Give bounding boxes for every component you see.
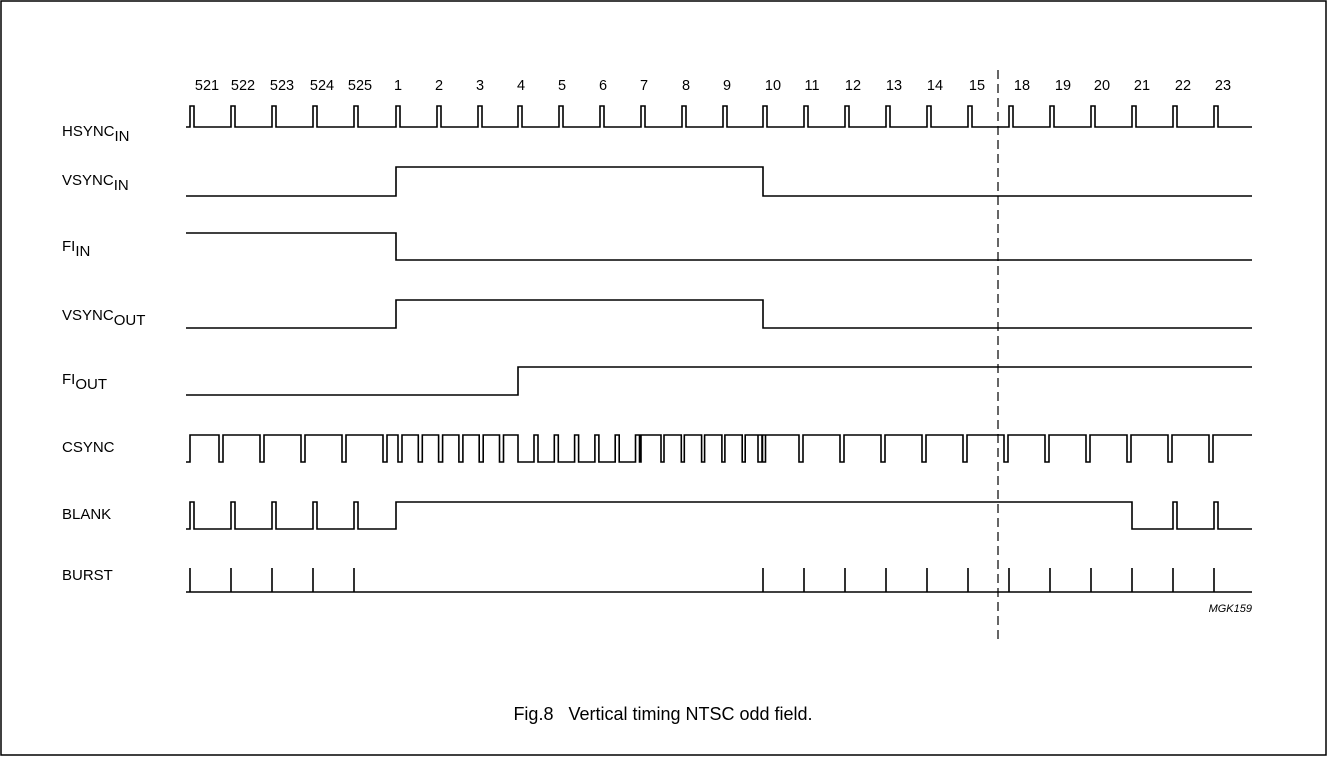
label-burst: BURST [62, 567, 113, 584]
line-number: 523 [270, 78, 294, 94]
line-number: 11 [804, 78, 819, 94]
line-number: 12 [845, 78, 861, 94]
line-number: 22 [1175, 78, 1191, 94]
label-hsync-in: HSYNCIN [62, 123, 130, 145]
line-number: 14 [927, 78, 943, 94]
csync-waveform [186, 434, 1252, 463]
line-number: 5 [558, 78, 566, 94]
line-number: 522 [231, 78, 255, 94]
line-number: 4 [517, 78, 525, 94]
line-number: 13 [886, 78, 902, 94]
line-number: 15 [969, 78, 985, 94]
line-number: 10 [765, 78, 781, 94]
line-number: 524 [310, 78, 334, 94]
label-csync: CSYNC [62, 439, 115, 456]
line-number-row: 521 522 523 524 525 1 2 3 4 5 6 7 8 9 10… [195, 78, 1231, 94]
line-number: 9 [723, 78, 731, 94]
line-number: 7 [640, 78, 648, 94]
fi-out-waveform [186, 366, 1252, 396]
hsync-in-waveform [186, 105, 1252, 128]
label-vsync-out: VSYNCOUT [62, 307, 145, 329]
vsync-out-waveform [186, 299, 1252, 329]
line-number: 1 [394, 78, 402, 94]
line-number: 6 [599, 78, 607, 94]
blank-waveform [186, 501, 1252, 530]
line-number: 525 [348, 78, 372, 94]
signal-labels: HSYNCIN VSYNCIN FIIN VSYNCOUT FIOUT CSYN… [62, 123, 145, 584]
line-number: 3 [476, 78, 484, 94]
line-number: 21 [1134, 78, 1150, 94]
line-number: 20 [1094, 78, 1110, 94]
fi-in-waveform [186, 232, 1252, 261]
line-number: 23 [1215, 78, 1231, 94]
label-fi-out: FIOUT [62, 371, 107, 393]
burst-waveform [186, 568, 1252, 593]
line-number: 8 [682, 78, 690, 94]
label-fi-in: FIIN [62, 238, 90, 260]
label-vsync-in: VSYNCIN [62, 172, 129, 194]
line-number: 2 [435, 78, 443, 94]
waveforms [186, 105, 1252, 593]
line-number: 19 [1055, 78, 1071, 94]
label-blank: BLANK [62, 506, 111, 523]
vsync-in-waveform [186, 166, 1252, 197]
figure-caption: Fig.8 Vertical timing NTSC odd field. [513, 704, 812, 724]
figure-code: MGK159 [1209, 603, 1252, 615]
line-number: 18 [1014, 78, 1030, 94]
line-number: 521 [195, 78, 219, 94]
